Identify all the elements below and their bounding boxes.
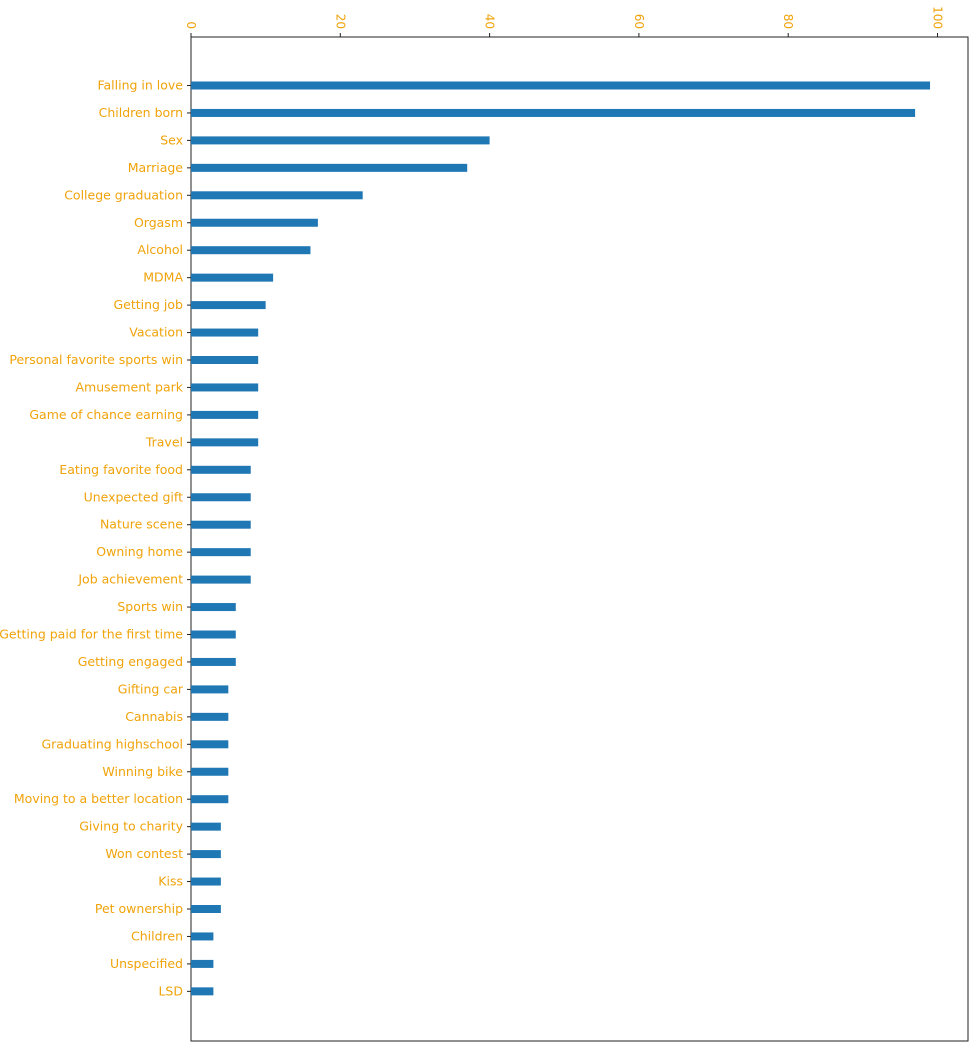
category-label: MDMA (143, 270, 183, 285)
bar (191, 301, 266, 310)
bar (191, 410, 259, 419)
category-label: Children (131, 928, 183, 943)
bar (191, 273, 274, 282)
plot-area-border (190, 36, 969, 1042)
bar (191, 548, 251, 557)
category-label: Getting job (113, 297, 183, 312)
category-label: Travel (145, 434, 183, 449)
bar (191, 218, 318, 227)
bar (191, 136, 490, 145)
category-label: Giving to charity (79, 819, 183, 834)
bar (191, 959, 214, 968)
bar (191, 877, 221, 886)
category-label: Nature scene (100, 517, 183, 532)
category-label: Getting engaged (78, 654, 183, 669)
bar (191, 657, 236, 666)
category-label: Getting paid for the first time (0, 627, 183, 642)
bar (191, 520, 251, 529)
bar (191, 328, 259, 337)
category-label: College graduation (64, 187, 183, 202)
bar (191, 575, 251, 584)
category-label: Winning bike (102, 764, 183, 779)
category-label: Orgasm (134, 215, 183, 230)
category-label: Eating favorite food (59, 462, 183, 477)
x-tick-label: 0 (184, 21, 198, 29)
bar (191, 712, 229, 721)
x-tick-label: 80 (781, 14, 795, 29)
bar (191, 108, 916, 117)
bar (191, 163, 468, 172)
bar (191, 493, 251, 502)
category-label: Falling in love (97, 78, 183, 93)
category-label: Amusement park (76, 379, 184, 394)
plot-frame (190, 36, 969, 1042)
bar (191, 932, 214, 941)
bar (191, 438, 259, 447)
bar (191, 630, 236, 639)
category-label: Unspecified (110, 956, 183, 971)
bar (191, 383, 259, 392)
bar (191, 987, 214, 996)
x-axis-ticks: 0 20 40 60 80 100 (184, 6, 945, 37)
category-labels: Falling in love Children born Sex Marriage C… (0, 78, 191, 998)
bar (191, 191, 363, 200)
category-label: Alcohol (137, 242, 183, 257)
x-tick-label: 40 (483, 14, 497, 29)
bar (191, 767, 229, 776)
bars (191, 81, 931, 996)
category-label: LSD (158, 983, 183, 998)
x-tick-label: 100 (931, 6, 945, 29)
category-label: Kiss (158, 874, 183, 889)
bar (191, 603, 236, 612)
category-label: Moving to a better location (14, 791, 183, 806)
category-label: Won contest (105, 846, 183, 861)
category-label: Vacation (129, 325, 183, 340)
bar (191, 850, 221, 859)
bar (191, 740, 229, 749)
category-label: Graduating highschool (41, 736, 183, 751)
category-label: Sex (160, 132, 183, 147)
category-label: Cannabis (125, 709, 183, 724)
bar (191, 81, 931, 90)
category-label: Gifting car (118, 681, 184, 696)
category-label: Job achievement (77, 572, 183, 587)
bar (191, 795, 229, 804)
x-tick-label: 60 (632, 14, 646, 29)
category-label: Pet ownership (95, 901, 183, 916)
bar (191, 246, 311, 255)
category-label: Unexpected gift (84, 489, 184, 504)
category-label: Children born (99, 105, 183, 120)
x-tick-label: 20 (333, 14, 347, 29)
category-label: Sports win (117, 599, 183, 614)
bar (191, 685, 229, 694)
category-label: Marriage (128, 160, 184, 175)
category-label: Owning home (96, 544, 183, 559)
bar (191, 356, 259, 364)
bar (191, 822, 221, 831)
bar (191, 905, 221, 913)
category-label: Game of chance earning (29, 407, 183, 422)
category-label: Personal favorite sports win (9, 352, 183, 367)
bar (191, 465, 251, 474)
